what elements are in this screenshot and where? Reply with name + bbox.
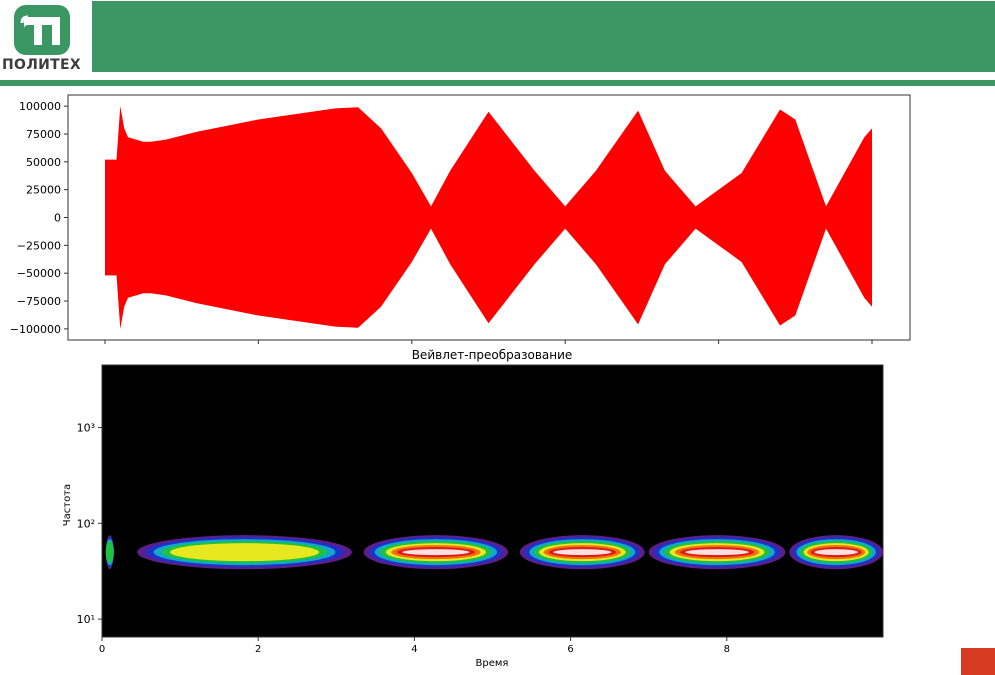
wavelet-y-tick-label: 10¹ — [77, 613, 95, 626]
signal-y-tick-label: 25000 — [26, 184, 61, 197]
wavelet-plot-background — [102, 365, 883, 637]
signal-y-tick-label: 50000 — [26, 156, 61, 169]
wavelet-blob — [814, 549, 858, 556]
wavelet-x-tick-label: 4 — [411, 644, 417, 655]
wavelet-title: Вейвлет-преобразование — [412, 348, 573, 362]
wavelet-heatmap — [105, 535, 883, 570]
wavelet-blob — [169, 543, 320, 562]
wavelet-x-tick-label: 0 — [99, 644, 105, 655]
wavelet-blob — [105, 541, 114, 564]
wavelet-x-tick-label: 8 — [724, 644, 730, 655]
politech-logo: ПОЛИТЕХ — [0, 0, 92, 76]
signal-x-axis — [104, 340, 873, 344]
signal-envelope — [105, 106, 872, 329]
signal-y-tick-label: −100000 — [10, 323, 61, 336]
signal-series — [105, 106, 872, 329]
corner-accent — [961, 648, 995, 675]
pi-logo-icon — [14, 5, 70, 55]
wavelet-y-label: Частота — [62, 484, 73, 526]
wavelet-x-axis: 0 2 4 6 8 — [99, 637, 730, 655]
signal-y-tick-label: −75000 — [17, 295, 61, 308]
wavelet-y-tick-label: 10³ — [77, 422, 95, 435]
logo-text: ПОЛИТЕХ — [2, 57, 81, 73]
signal-y-tick-label: 0 — [54, 212, 61, 225]
wavelet-plot: Вейвлет-преобразование 10³ 10² 10¹ 0 2 4 6 8 В… — [62, 348, 884, 669]
header-band — [92, 1, 995, 72]
wavelet-y-axis: 10³ 10² 10¹ — [77, 422, 102, 626]
signal-plot: 100000 75000 50000 25000 0 −25000 −50000 −75000… — [10, 94, 911, 344]
signal-y-axis: 100000 75000 50000 25000 0 −25000 −50000 −75000… — [10, 100, 68, 336]
wavelet-blob — [553, 549, 612, 556]
signal-y-tick-label: −50000 — [17, 267, 61, 280]
wavelet-x-label: Время — [476, 658, 509, 669]
wavelet-blob — [402, 549, 470, 556]
wavelet-x-tick-label: 6 — [567, 644, 573, 655]
wavelet-blob — [685, 549, 749, 556]
signal-y-tick-label: 100000 — [19, 100, 61, 113]
signal-y-tick-label: 75000 — [26, 128, 61, 141]
wavelet-x-tick-label: 2 — [255, 644, 261, 655]
wavelet-y-tick-label: 10² — [77, 517, 95, 530]
wavelet-plot-frame — [101, 364, 884, 638]
header-divider — [0, 80, 995, 86]
signal-y-tick-label: −25000 — [17, 239, 61, 252]
